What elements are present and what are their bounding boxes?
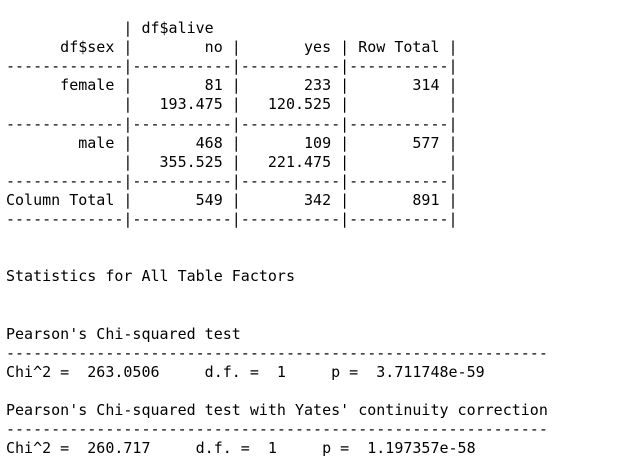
console-line	[6, 382, 548, 401]
test-divider: ----------------------------------------…	[6, 343, 548, 362]
table-divider: -------------|-----------|-----------|--…	[6, 57, 458, 76]
table-row: | 355.525 | 221.475 | |	[6, 152, 458, 171]
table-row: | 193.475 | 120.525 | |	[6, 95, 458, 114]
table-divider: -------------|-----------|-----------|--…	[6, 210, 458, 229]
table-row: male | 468 | 109 | 577 |	[6, 133, 458, 152]
table-divider: -------------|-----------|-----------|--…	[6, 114, 458, 133]
table-divider: -------------|-----------|-----------|--…	[6, 171, 458, 190]
console-line	[6, 286, 548, 305]
table-row: Column Total | 549 | 342 | 891 |	[6, 190, 458, 209]
console-line	[6, 248, 548, 267]
test-title: Pearson's Chi-squared test	[6, 324, 241, 343]
console-line	[6, 0, 548, 19]
console-line	[6, 306, 548, 325]
console-line	[6, 229, 548, 248]
table-header-line: | df$alive	[6, 19, 214, 38]
table-header-line: df$sex | no | yes | Row Total |	[6, 38, 458, 57]
console-output: | df$alive df$sex | no | yes | Row Total…	[6, 0, 548, 458]
statistics-heading: Statistics for All Table Factors	[6, 267, 295, 286]
test-title: Pearson's Chi-squared test with Yates' c…	[6, 400, 548, 419]
table-row: female | 81 | 233 | 314 |	[6, 76, 458, 95]
test-result: Chi^2 = 263.0506 d.f. = 1 p = 3.711748e-…	[6, 362, 485, 381]
test-result: Chi^2 = 260.717 d.f. = 1 p = 1.197357e-5…	[6, 439, 476, 458]
test-divider: ----------------------------------------…	[6, 420, 548, 439]
